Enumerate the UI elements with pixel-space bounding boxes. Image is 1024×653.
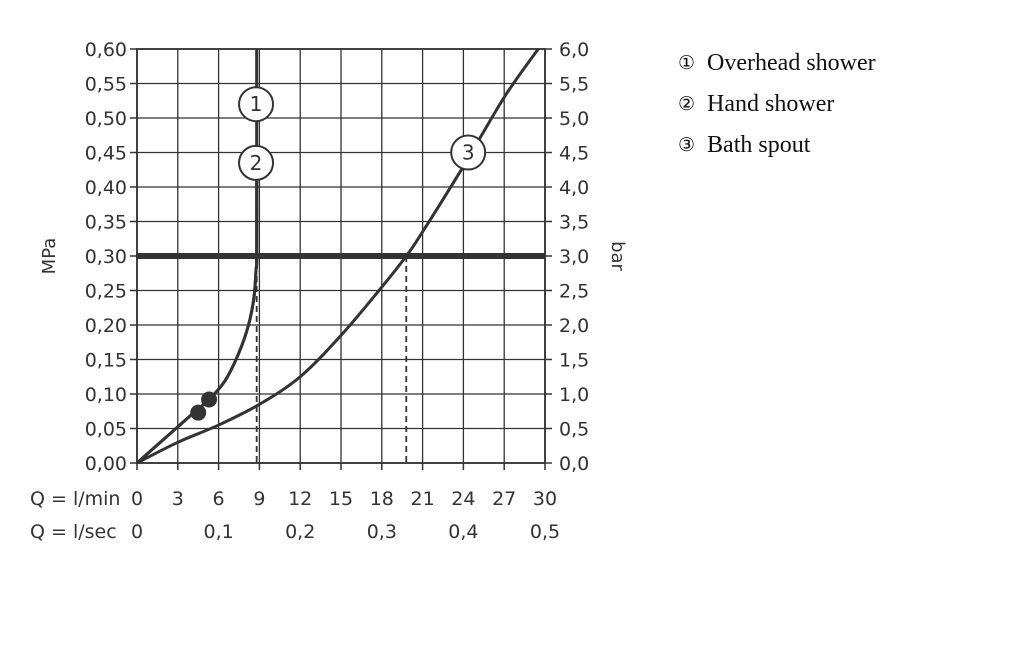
x-axis-title-lsec: Q = l/sec [30, 521, 117, 543]
y-tick-label-left: 0,45 [85, 143, 127, 165]
y-tick-label-left: 0,20 [85, 315, 127, 337]
x-axis-title-lmin: Q = l/min [30, 488, 120, 510]
legend: ① Overhead shower ② Hand shower ③ Bath s… [678, 42, 876, 165]
tick-marks [130, 48, 552, 470]
legend-marker-1: ① [678, 51, 696, 74]
legend-marker-3: ③ [678, 133, 696, 156]
legend-item-overhead-shower: ① Overhead shower [678, 42, 876, 83]
y-tick-label-right: 1,0 [559, 384, 589, 406]
series-marker-circle-3 [450, 134, 487, 171]
y-axis-title-left: MPa [39, 238, 60, 275]
y-tick-label-left: 0,60 [85, 39, 127, 61]
legend-item-hand-shower: ② Hand shower [678, 83, 876, 124]
data-point [190, 404, 207, 421]
y-tick-label-right: 2,5 [559, 281, 589, 303]
y-tick-label-left: 0,50 [85, 108, 127, 130]
series-marker-label-2: 2 [250, 151, 263, 175]
x-tick-label: 9 [253, 488, 265, 510]
x-tick-label: 18 [370, 488, 394, 510]
y-tick-label-left: 0,10 [85, 384, 127, 406]
x2-tick-label: 0 [131, 521, 143, 543]
y-tick-label-right: 5,0 [559, 108, 589, 130]
y-tick-label-right: 3,0 [559, 246, 589, 268]
x2-tick-label: 0,3 [367, 521, 397, 543]
y-tick-label-left: 0,00 [85, 453, 127, 475]
y-tick-label-right: 0,0 [559, 453, 589, 475]
y-tick-label-right: 5,5 [559, 74, 589, 96]
series-line-2 [136, 166, 259, 465]
x-tick-label: 3 [172, 488, 184, 510]
x-tick-label: 6 [213, 488, 225, 510]
series-marker-label-1: 1 [250, 92, 263, 116]
legend-label-3: Bath spout [707, 131, 811, 158]
x-tick-label: 21 [411, 488, 435, 510]
y-tick-label-right: 6,0 [559, 39, 589, 61]
series-marker-circle-1 [238, 86, 275, 123]
x2-tick-label: 0,5 [530, 521, 560, 543]
legend-label-2: Hand shower [707, 90, 835, 117]
y-axis-title-right: bar [607, 241, 628, 271]
x-tick-label: 0 [131, 488, 143, 510]
x2-tick-label: 0,4 [448, 521, 478, 543]
x-tick-label: 27 [492, 488, 516, 510]
y-tick-label-left: 0,30 [85, 246, 127, 268]
x-tick-label: 12 [288, 488, 312, 510]
legend-marker-2: ② [678, 92, 696, 115]
legend-label-1: Overhead shower [707, 49, 876, 76]
y-tick-label-right: 1,5 [559, 350, 589, 372]
x2-tick-label: 0,2 [285, 521, 315, 543]
x2-tick-label: 0,1 [203, 521, 233, 543]
x-tick-label: 30 [533, 488, 557, 510]
y-tick-label-left: 0,35 [85, 212, 127, 234]
y-tick-label-right: 4,5 [559, 143, 589, 165]
y-tick-label-right: 4,0 [559, 177, 589, 199]
y-tick-label-left: 0,15 [85, 350, 127, 372]
x-tick-label: 15 [329, 488, 353, 510]
series-marker-label-3: 3 [462, 141, 475, 165]
y-tick-label-left: 0,55 [85, 74, 127, 96]
series-marker-circle-2 [238, 144, 275, 181]
y-tick-label-left: 0,25 [85, 281, 127, 303]
y-tick-label-left: 0,05 [85, 419, 127, 441]
y-tick-label-right: 0,5 [559, 419, 589, 441]
data-point [201, 391, 218, 408]
y-tick-label-right: 2,0 [559, 315, 589, 337]
legend-item-bath-spout: ③ Bath spout [678, 124, 876, 165]
y-tick-label-right: 3,5 [559, 212, 589, 234]
x-tick-label: 24 [451, 488, 475, 510]
y-tick-label-left: 0,40 [85, 177, 127, 199]
